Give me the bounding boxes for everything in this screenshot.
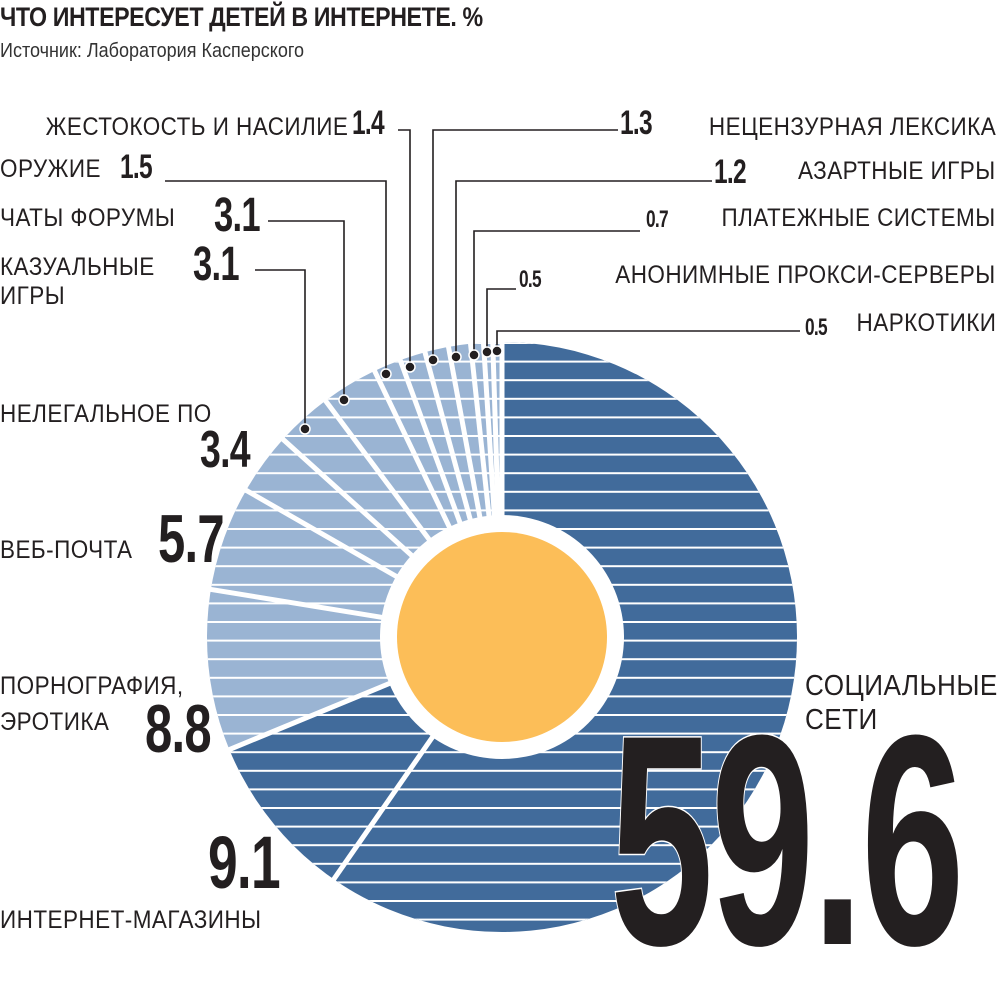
label-gambling: АЗАРТНЫЕ ИГРЫ [798, 157, 996, 185]
label-social-networks-line2: СЕТИ [805, 704, 878, 736]
value-drugs: 0.5 [805, 314, 828, 341]
value-social-networks: 59.6 [609, 672, 965, 1008]
value-webmail: 5.7 [158, 501, 225, 577]
label-pornography-line2: ЭРОТИКА [0, 708, 110, 736]
leader-dot [481, 346, 493, 358]
label-violence: ЖЕСТОКОСТЬ И НАСИЛИЕ [45, 113, 348, 141]
label-social-networks: СОЦИАЛЬНЫЕ [805, 670, 998, 702]
chart-title: ЧТО ИНТЕРЕСУЕТ ДЕТЕЙ В ИНТЕРНЕТЕ. % [0, 2, 483, 32]
donut-chart [165, 129, 800, 932]
leader-dot [427, 354, 439, 366]
label-online-shops: ИНТЕРНЕТ-МАГАЗИНЫ [0, 906, 262, 934]
value-casual-games: 3.1 [193, 238, 240, 291]
leader-dot [380, 368, 392, 380]
label-chats: ЧАТЫ ФОРУМЫ [0, 204, 176, 232]
label-pornography: ПОРНОГРАФИЯ, [0, 672, 184, 700]
value-pornography: 8.8 [145, 691, 212, 767]
value-online-shops: 9.1 [208, 821, 281, 904]
value-gambling: 1.2 [714, 153, 747, 191]
label-webmail: ВЕБ-ПОЧТА [0, 536, 133, 564]
leader-dot [468, 349, 480, 361]
label-anon-proxies: АНОНИМНЫЕ ПРОКСИ-СЕРВЕРЫ [615, 261, 996, 289]
leader-lines [165, 129, 800, 435]
value-anon-proxies: 0.5 [519, 266, 542, 293]
label-illegal-software: НЕЛЕГАЛЬНОЕ ПО [0, 400, 212, 428]
label-casual-games: КАЗУАЛЬНЫЕ [0, 253, 155, 281]
label-casual-games-line2: ИГРЫ [0, 282, 66, 310]
label-profanity: НЕЦЕНЗУРНАЯ ЛЕКСИКА [708, 113, 996, 141]
label-payment-systems: ПЛАТЕЖНЫЕ СИСТЕМЫ [721, 204, 996, 232]
label-drugs: НАРКОТИКИ [856, 309, 996, 337]
value-profanity: 1.3 [620, 104, 653, 142]
value-violence: 1.4 [352, 104, 385, 142]
label-weapons: ОРУЖИЕ [0, 155, 101, 183]
chart-source: Источник: Лаборатория Касперского [0, 40, 305, 62]
center-circle [397, 532, 607, 742]
value-chats: 3.1 [214, 189, 261, 242]
leader-dot [404, 361, 416, 373]
leader-dot [338, 394, 350, 406]
value-illegal-software: 3.4 [200, 421, 251, 479]
leader-dot [450, 351, 462, 363]
leader-dot [491, 345, 503, 357]
value-payment-systems: 0.7 [646, 206, 669, 233]
value-weapons: 1.5 [120, 148, 153, 186]
leader-dot [299, 423, 311, 435]
